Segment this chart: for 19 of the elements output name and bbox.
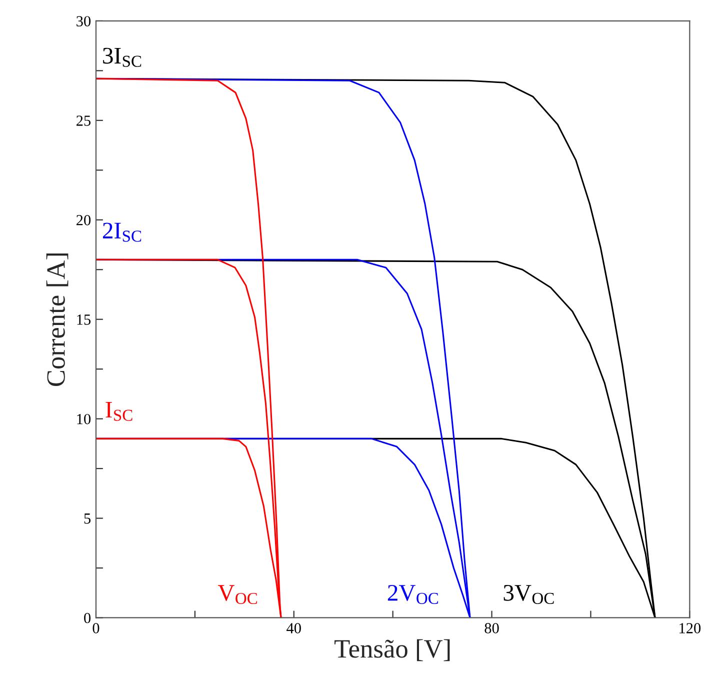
annotation: V$_{OC}$	[218, 585, 257, 604]
y-tick-label: 0	[84, 612, 91, 624]
x-tick-label: 0	[92, 623, 100, 634]
x-tick-label: 80	[484, 623, 499, 634]
annotation: 2V$_{OC}$	[388, 584, 438, 604]
x-tick-label: 120	[680, 623, 701, 634]
y-tick-label: 5	[84, 514, 91, 524]
y-tick-label: 25	[76, 116, 91, 126]
y-tick-label: 15	[77, 314, 91, 325]
annotation: 3I$_{SC}$	[103, 48, 142, 67]
x-axis-title: Tensão [V]	[334, 639, 450, 662]
y-tick-label: 10	[77, 414, 91, 424]
annotation: I$_{SC}$	[106, 402, 132, 421]
x-tick-label: 40	[286, 623, 301, 634]
annotation: 3V$_{OC}$	[504, 584, 554, 604]
annotation: 2I$_{SC}$	[102, 222, 142, 242]
y-tick-label: 20	[76, 215, 91, 226]
y-tick-label: 30	[76, 16, 91, 26]
y-axis-title: Corrente [A]	[46, 254, 68, 386]
